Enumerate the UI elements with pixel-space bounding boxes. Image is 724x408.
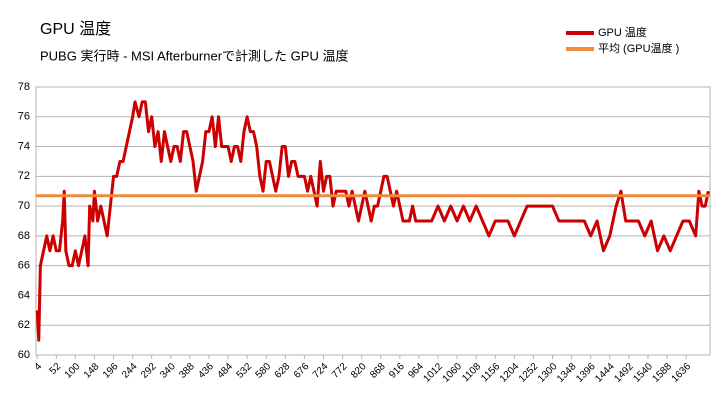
x-tick-label: 388 xyxy=(177,361,197,381)
x-tick-label: 1300 xyxy=(536,361,560,385)
x-tick-label: 1108 xyxy=(460,361,483,384)
x-tick-label: 196 xyxy=(101,361,121,381)
x-tick-label: 676 xyxy=(292,361,312,381)
x-tick-label: 724 xyxy=(311,361,331,381)
x-tick-label: 52 xyxy=(48,361,64,377)
x-tick-label: 4 xyxy=(32,361,44,373)
y-tick-label: 60 xyxy=(18,349,30,361)
x-tick-label: 436 xyxy=(196,361,216,381)
x-tick-label: 292 xyxy=(139,361,159,381)
y-tick-label: 74 xyxy=(18,140,30,152)
x-tick-label: 1636 xyxy=(670,361,694,385)
y-tick-label: 78 xyxy=(18,81,30,93)
x-tick-label: 1348 xyxy=(555,361,579,385)
x-tick-label: 772 xyxy=(330,361,350,381)
y-tick-label: 70 xyxy=(18,200,30,212)
x-tick-label: 1156 xyxy=(479,361,502,384)
x-tick-label: 1204 xyxy=(498,361,522,385)
y-tick-label: 76 xyxy=(18,111,30,123)
x-tick-label: 868 xyxy=(368,361,388,381)
x-tick-label: 628 xyxy=(273,361,293,381)
series-line xyxy=(35,100,710,342)
x-tick-label: 1060 xyxy=(441,361,465,385)
x-tick-label: 916 xyxy=(387,361,407,381)
chart-subtitle: PUBG 実行時 - MSI Afterburnerで計測した GPU 温度 xyxy=(40,48,348,63)
chart-title: GPU 温度 xyxy=(40,20,111,38)
x-tick-label: 820 xyxy=(349,361,369,381)
x-tick-label: 1252 xyxy=(517,361,541,385)
legend-label: GPU 温度 xyxy=(598,25,647,39)
x-tick-label: 1588 xyxy=(651,361,675,385)
x-tick-label: 484 xyxy=(215,361,235,381)
x-tick-label: 1012 xyxy=(421,361,445,385)
y-tick-label: 68 xyxy=(18,230,30,242)
x-tick-label: 1444 xyxy=(593,361,617,385)
y-tick-label: 72 xyxy=(18,170,30,182)
y-tick-label: 62 xyxy=(18,319,30,331)
legend-label: 平均 (GPU温度 ) xyxy=(598,41,679,55)
x-tick-label: 532 xyxy=(235,361,255,381)
x-tick-label: 244 xyxy=(120,361,140,381)
x-tick-label: 148 xyxy=(82,361,102,381)
x-tick-label: 580 xyxy=(254,361,274,381)
x-tick-label: 1540 xyxy=(631,361,655,385)
y-tick-label: 66 xyxy=(18,260,30,272)
x-tick-label: 100 xyxy=(63,361,83,381)
x-tick-label: 340 xyxy=(158,361,178,381)
y-tick-label: 64 xyxy=(18,289,30,301)
plot-area xyxy=(35,86,711,356)
x-tick-label: 1396 xyxy=(574,361,598,385)
x-tick-label: 1492 xyxy=(612,361,636,385)
